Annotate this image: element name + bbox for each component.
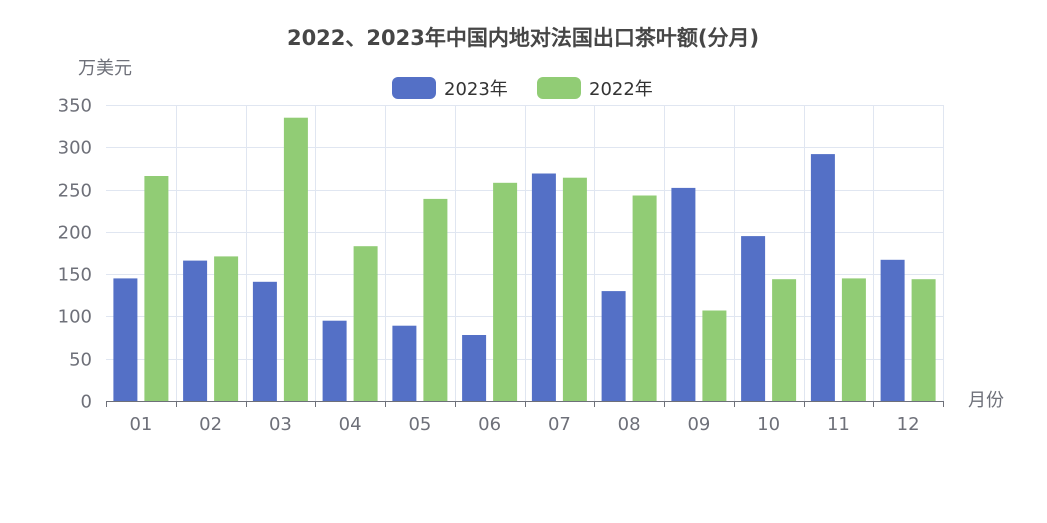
grid-lines — [106, 105, 944, 401]
y-tick-label: 100 — [58, 307, 92, 328]
chart-title: 2022、2023年中国内地对法国出口茶叶额(分月) — [287, 26, 759, 50]
bar-2022年-05[interactable] — [423, 198, 448, 401]
bars — [113, 117, 936, 402]
y-tick-label: 350 — [58, 96, 92, 117]
x-tick-label: 01 — [129, 414, 152, 435]
bar-2023年-12[interactable] — [880, 259, 905, 401]
y-tick-label: 300 — [58, 138, 92, 159]
bar-2023年-10[interactable] — [741, 236, 766, 401]
bar-2023年-03[interactable] — [252, 281, 277, 401]
legend-item-2023年[interactable]: 2023年 — [392, 77, 508, 100]
y-tick-label: 150 — [58, 265, 92, 286]
bar-2023年-08[interactable] — [601, 291, 626, 401]
x-tick-label: 02 — [199, 414, 222, 435]
y-axis-unit-label: 万美元 — [78, 58, 132, 79]
legend-swatch — [537, 77, 581, 99]
legend-item-2022年[interactable]: 2022年 — [537, 77, 653, 100]
x-tick-label: 09 — [687, 414, 710, 435]
x-axis-unit-label: 月份 — [968, 390, 1004, 411]
bar-2022年-06[interactable] — [493, 182, 518, 401]
bar-2023年-11[interactable] — [810, 154, 835, 401]
bar-2022年-10[interactable] — [772, 279, 797, 401]
bar-2022年-02[interactable] — [214, 256, 239, 401]
bar-2023年-02[interactable] — [183, 260, 208, 401]
legend-label: 2022年 — [589, 79, 653, 100]
bar-2022年-12[interactable] — [911, 279, 936, 401]
x-tick-label: 06 — [478, 414, 501, 435]
legend-swatch — [392, 77, 436, 99]
x-tick-label: 12 — [897, 414, 920, 435]
bar-2022年-09[interactable] — [702, 310, 727, 402]
y-tick-label: 0 — [81, 392, 92, 413]
bar-2023年-07[interactable] — [531, 173, 556, 402]
bar-2022年-08[interactable] — [632, 195, 657, 402]
bar-2022年-07[interactable] — [562, 177, 587, 401]
x-tick-label: 04 — [339, 414, 362, 435]
y-tick-label: 250 — [58, 181, 92, 202]
bar-2022年-01[interactable] — [144, 176, 169, 401]
x-tick-label: 08 — [618, 414, 641, 435]
bar-2022年-04[interactable] — [353, 246, 378, 401]
x-tick-label: 11 — [827, 414, 850, 435]
axes: 0 50 100 150 200 250 300 350 01 02 03 04 05 06 07 08 09 1… — [58, 96, 944, 435]
legend: 2023年 2022年 — [392, 77, 653, 100]
x-tick-label: 05 — [408, 414, 431, 435]
bar-2023年-05[interactable] — [392, 325, 417, 401]
bar-2023年-06[interactable] — [462, 335, 487, 401]
y-tick-label: 200 — [58, 223, 92, 244]
bar-2022年-11[interactable] — [841, 278, 866, 401]
bar-2023年-09[interactable] — [671, 187, 696, 401]
x-tick-label: 07 — [548, 414, 571, 435]
y-tick-label: 50 — [69, 350, 92, 371]
bar-2023年-04[interactable] — [322, 320, 347, 401]
x-tick-label: 10 — [757, 414, 780, 435]
bar-2023年-01[interactable] — [113, 278, 138, 401]
x-tick-label: 03 — [269, 414, 292, 435]
legend-label: 2023年 — [444, 79, 508, 100]
bar-2022年-03[interactable] — [283, 117, 308, 401]
